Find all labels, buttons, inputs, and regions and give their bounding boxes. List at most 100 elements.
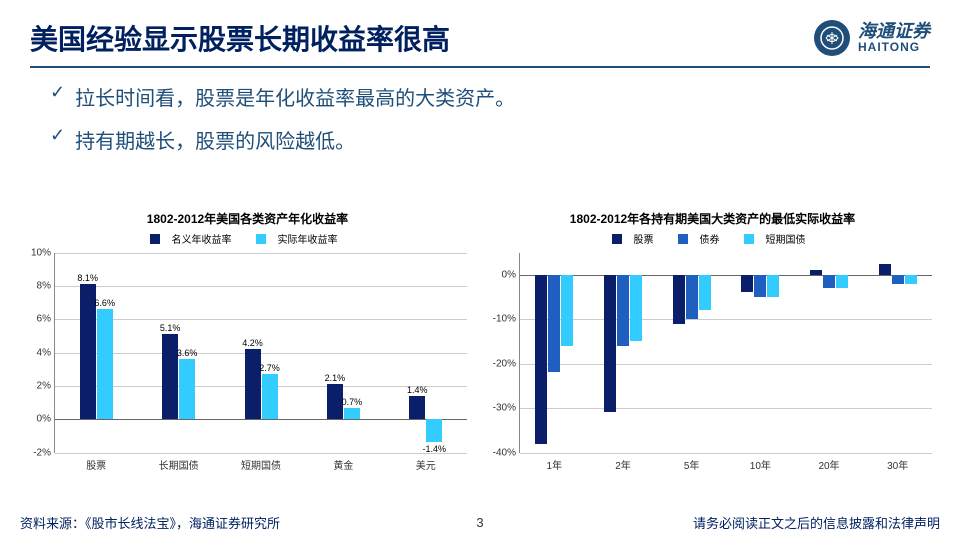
x-tick-label: 30年 [887, 453, 908, 472]
bar [80, 284, 96, 419]
bar [344, 408, 360, 420]
x-tick-label: 10年 [750, 453, 771, 472]
legend-swatch [612, 234, 622, 244]
logo-icon [814, 20, 850, 56]
bar [879, 264, 891, 275]
bullet-text: 拉长时间看，股票是年化收益率最高的大类资产。 [75, 82, 515, 111]
grid-line [520, 408, 932, 409]
chart2-plot: -40%-30%-20%-10%0%1年2年5年10年20年30年 [519, 253, 932, 453]
legend-item: 债券 [678, 231, 728, 246]
logo: 海通证券 HAITONG [814, 20, 930, 56]
value-label: 8.1% [77, 273, 98, 283]
bar [630, 275, 642, 342]
chart1-legend: 名义年收益率 实际年收益率 [20, 231, 475, 247]
bar [754, 275, 766, 297]
page-number: 3 [476, 515, 483, 530]
bullet-text: 持有期越长，股票的风险越低。 [75, 125, 355, 154]
footer-disclaimer: 请务必阅读正文之后的信息披露和法律声明 [693, 513, 940, 532]
y-tick-label: -40% [493, 447, 520, 458]
value-label: 4.2% [242, 338, 263, 348]
bar [245, 349, 261, 419]
page-title: 美国经验显示股票长期收益率很高 [30, 18, 450, 58]
logo-en: HAITONG [858, 41, 930, 54]
legend-item: 实际年收益率 [256, 231, 346, 246]
y-tick-label: 6% [37, 314, 55, 325]
chart2-legend: 股票 债券 短期国债 [485, 231, 940, 247]
footer: 资料来源：《股市长线法宝》，海通证券研究所 3 请务必阅读正文之后的信息披露和法… [0, 513, 960, 532]
y-tick-label: 4% [37, 347, 55, 358]
bar [686, 275, 698, 319]
value-label: 0.7% [342, 397, 363, 407]
legend-label: 债券 [700, 231, 720, 246]
y-tick-label: 0% [37, 414, 55, 425]
bar [179, 359, 195, 419]
x-tick-label: 美元 [416, 453, 436, 472]
x-tick-label: 股票 [86, 453, 106, 472]
chart1-plot: -2%0%2%4%6%8%10%8.1%6.6%股票5.1%3.6%长期国债4.… [54, 253, 467, 453]
bullet-item: ✓ 拉长时间看，股票是年化收益率最高的大类资产。 [50, 82, 910, 111]
bar [162, 334, 178, 419]
bar [409, 396, 425, 419]
chart1-title: 1802-2012年美国各类资产年化收益率 [20, 210, 475, 227]
grid-line [520, 319, 932, 320]
bar [535, 275, 547, 444]
x-tick-label: 5年 [684, 453, 700, 472]
bar [810, 270, 822, 274]
bar [548, 275, 560, 373]
bar [823, 275, 835, 288]
legend-item: 股票 [612, 231, 662, 246]
value-label: 1.4% [407, 385, 428, 395]
legend-label: 短期国债 [766, 231, 806, 246]
legend-swatch [256, 234, 266, 244]
y-tick-label: -10% [493, 314, 520, 325]
bar [426, 419, 442, 442]
x-tick-label: 1年 [547, 453, 563, 472]
y-tick-label: 2% [37, 380, 55, 391]
value-label: 3.6% [177, 348, 198, 358]
bar [617, 275, 629, 346]
x-tick-label: 黄金 [333, 453, 353, 472]
check-icon: ✓ [50, 82, 65, 103]
grid-line [55, 353, 467, 354]
check-icon: ✓ [50, 125, 65, 146]
chart2-title: 1802-2012年各持有期美国大类资产的最低实际收益率 [485, 210, 940, 227]
legend-item: 短期国债 [744, 231, 814, 246]
bar [97, 309, 113, 419]
y-tick-label: -20% [493, 358, 520, 369]
bar [767, 275, 779, 297]
bar [699, 275, 711, 311]
chart-right: 1802-2012年各持有期美国大类资产的最低实际收益率 股票 债券 短期国债 -4… [485, 210, 940, 502]
y-tick-label: 8% [37, 280, 55, 291]
bar [262, 374, 278, 419]
charts-row: 1802-2012年美国各类资产年化收益率 名义年收益率 实际年收益率 -2% 0%… [0, 210, 960, 502]
bullet-list: ✓ 拉长时间看，股票是年化收益率最高的大类资产。 ✓ 持有期越长，股票的风险越低… [0, 82, 960, 154]
legend-label: 名义年收益率 [172, 231, 232, 246]
header-divider [30, 66, 930, 68]
grid-line [520, 453, 932, 454]
logo-cn: 海通证券 [858, 22, 930, 42]
grid-line [55, 319, 467, 320]
y-tick-label: -2% [33, 447, 55, 458]
grid-line [55, 286, 467, 287]
legend-swatch [150, 234, 160, 244]
x-tick-label: 短期国债 [241, 453, 281, 472]
logo-text: 海通证券 HAITONG [858, 22, 930, 55]
bar [561, 275, 573, 346]
x-tick-label: 20年 [818, 453, 839, 472]
legend-item: 名义年收益率 [150, 231, 240, 246]
bar [673, 275, 685, 324]
value-label: 5.1% [160, 323, 181, 333]
grid-line [55, 253, 467, 254]
zero-line [55, 419, 467, 420]
y-tick-label: -30% [493, 403, 520, 414]
bar [905, 275, 917, 284]
bar [892, 275, 904, 284]
footer-source: 资料来源：《股市长线法宝》，海通证券研究所 [20, 513, 280, 532]
value-label: 6.6% [94, 298, 115, 308]
value-label: 2.1% [325, 373, 346, 383]
bar [741, 275, 753, 293]
x-tick-label: 2年 [615, 453, 631, 472]
y-tick-label: 0% [502, 269, 520, 280]
legend-swatch [744, 234, 754, 244]
legend-label: 股票 [634, 231, 654, 246]
